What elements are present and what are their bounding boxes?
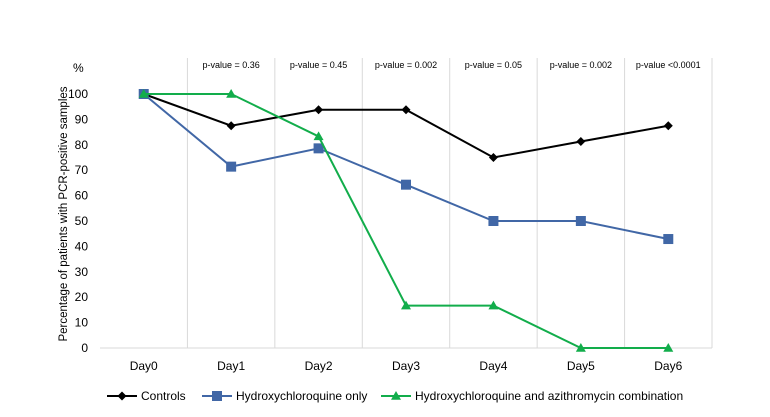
- legend-label: Hydroxychloroquine and azithromycin comb…: [415, 389, 683, 403]
- y-tick-label: 60: [75, 189, 89, 203]
- triangle-marker: [226, 89, 237, 98]
- series-1: [139, 89, 673, 162]
- triangle-marker: [663, 343, 674, 352]
- square-marker: [663, 234, 674, 245]
- p-value-label: p-value = 0.05: [465, 60, 522, 70]
- triangle-marker: [391, 391, 401, 400]
- diamond-marker: [117, 391, 127, 401]
- x-tick-label: Day5: [567, 359, 595, 373]
- x-tick-label: Day0: [130, 359, 158, 373]
- series-2: [138, 89, 674, 245]
- y-tick-label: 100: [68, 87, 88, 101]
- triangle-marker: [401, 300, 411, 310]
- y-tick-label: 80: [75, 138, 89, 152]
- triangle-marker: [575, 343, 586, 352]
- vertical-gridlines: [186, 58, 713, 348]
- y-tick-label: 30: [75, 265, 89, 279]
- p-value-label: p-value = 0.002: [375, 60, 437, 70]
- x-tick-label: Day4: [479, 359, 507, 373]
- p-value-label: p-value = 0.36: [202, 60, 259, 70]
- diamond-marker: [576, 136, 586, 146]
- legend-item: Controls: [107, 389, 186, 403]
- triangle-marker: [138, 89, 149, 98]
- series-line: [143, 93, 669, 349]
- diamond-marker: [488, 153, 498, 162]
- p-value-label: p-value <0.0001: [636, 60, 701, 70]
- legend-label: Controls: [141, 389, 186, 403]
- square-marker: [226, 161, 237, 172]
- square-marker: [401, 179, 411, 190]
- legend-label: Hydroxychloroquine only: [236, 389, 367, 403]
- y-tick-label: 40: [75, 239, 89, 253]
- diamond-marker: [314, 105, 324, 115]
- triangle-marker: [313, 131, 324, 141]
- y-tick-label: 0: [81, 341, 88, 355]
- y-tick-label: 20: [75, 290, 89, 304]
- y-unit-label: %: [73, 61, 84, 75]
- legend-item: Hydroxychloroquine and azithromycin comb…: [381, 389, 683, 403]
- series-lines: [138, 89, 674, 352]
- diamond-marker: [401, 105, 411, 115]
- x-tick-label: Day3: [392, 359, 420, 373]
- series-line: [143, 93, 669, 241]
- y-tick-label: 70: [75, 163, 89, 177]
- x-tick-label: Day1: [217, 359, 245, 373]
- square-marker: [313, 143, 324, 154]
- diamond-marker: [663, 121, 673, 131]
- p-value-annotations: p-value = 0.36 p-value = 0.45 p-value = 0.…: [202, 60, 700, 70]
- series-line: [143, 93, 669, 159]
- p-value-label: p-value = 0.45: [290, 60, 347, 70]
- p-value-label: p-value = 0.002: [550, 60, 612, 70]
- x-tick-label: Day6: [654, 359, 682, 373]
- triangle-marker: [488, 300, 499, 310]
- y-tick-label: 50: [75, 214, 89, 228]
- x-tick-label: Day2: [305, 359, 333, 373]
- square-marker: [212, 391, 222, 401]
- y-tick-label: 90: [75, 112, 89, 126]
- diamond-marker: [226, 121, 236, 131]
- y-tick-labels: 0 10 20 30 40 50 60 70 80 90 100: [68, 87, 88, 355]
- square-marker: [575, 216, 586, 226]
- y-tick-label: 10: [75, 316, 89, 330]
- square-marker: [488, 216, 499, 226]
- x-tick-labels: Day0 Day1 Day2 Day3 Day4 Day5 Day6: [130, 359, 683, 373]
- legend: Controls Hydroxychloroquine only Hydroxych…: [107, 389, 683, 403]
- y-axis-label: Percentage of patients with PCR-positive…: [58, 86, 70, 341]
- legend-item: Hydroxychloroquine only: [202, 389, 367, 403]
- series-3: [138, 89, 674, 352]
